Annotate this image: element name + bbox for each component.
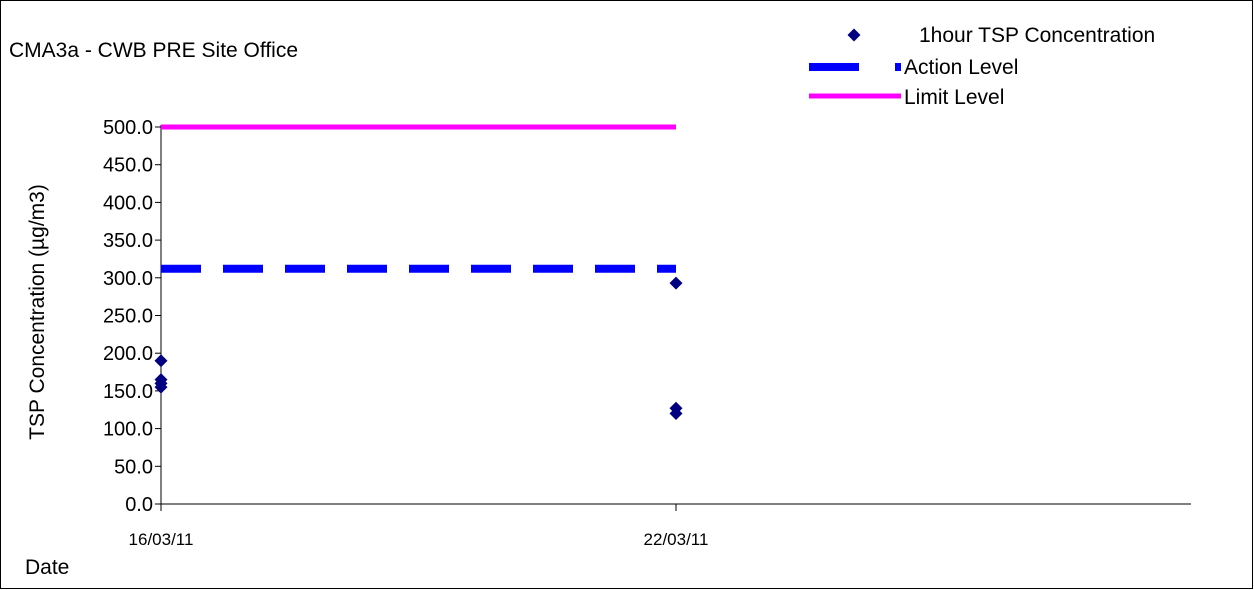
data-point xyxy=(669,276,683,290)
y-axis-label: TSP Concentration (µg/m3) xyxy=(26,184,49,440)
y-tick-label: 50.0 xyxy=(114,456,153,478)
x-axis-label: Date xyxy=(25,556,69,579)
data-point xyxy=(154,354,168,368)
y-tick-label: 300.0 xyxy=(103,268,153,290)
plot-area: 0.0 50.0 100.0 150.0 200.0 250.0 300.0 350.0 400… xyxy=(103,117,1191,549)
y-tick-label: 450.0 xyxy=(103,155,153,177)
legend: 1hour TSP Concentration Action Level Limit… xyxy=(809,24,1155,109)
y-tick-label: 350.0 xyxy=(103,230,153,252)
y-tick-label: 400.0 xyxy=(103,192,153,214)
legend-label: 1hour TSP Concentration xyxy=(919,24,1155,47)
chart-title: CMA3a - CWB PRE Site Office xyxy=(9,39,298,62)
y-tick-label: 500.0 xyxy=(103,117,153,139)
legend-label: Limit Level xyxy=(904,86,1004,109)
y-tick-label: 250.0 xyxy=(103,306,153,328)
y-tick-label: 150.0 xyxy=(103,381,153,403)
x-tick-label: 22/03/11 xyxy=(644,530,709,549)
y-tick-label: 200.0 xyxy=(103,343,153,365)
y-tick-label: 100.0 xyxy=(103,419,153,441)
x-tick-label: 16/03/11 xyxy=(129,530,194,549)
y-tick-label: 0.0 xyxy=(125,494,153,516)
data-point xyxy=(669,407,683,421)
legend-label: Action Level xyxy=(904,56,1018,79)
data-point xyxy=(154,380,168,394)
legend-marker xyxy=(847,28,861,42)
